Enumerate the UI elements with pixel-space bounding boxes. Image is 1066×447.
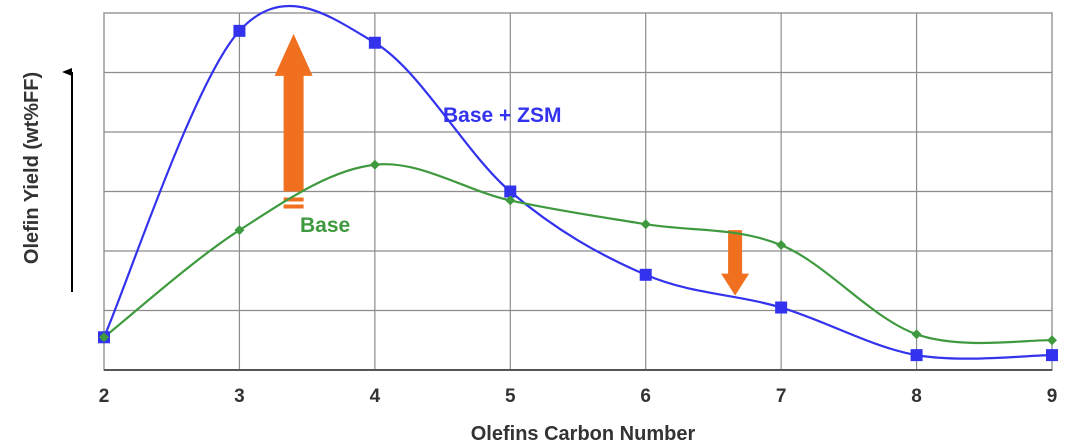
x-tick-label: 6 (640, 386, 651, 407)
decrease-arrow (721, 230, 750, 296)
annotations (274, 33, 750, 296)
data-point-base-zsm (504, 185, 517, 198)
data-point-base (99, 332, 109, 343)
series-line-base-zsm (102, 4, 1053, 360)
x-tick-label: 3 (234, 386, 245, 407)
arrow-tail-segment (283, 204, 304, 209)
x-tick-label: 9 (1047, 386, 1058, 407)
data-point-base-zsm (1046, 349, 1058, 362)
series-label-base: Base (300, 214, 350, 237)
x-tick-labels: 2 3 4 5 6 7 8 9 (99, 386, 1058, 407)
x-tick-label: 7 (776, 386, 787, 407)
x-tick-label: 5 (505, 386, 516, 407)
data-point-base-zsm (233, 24, 246, 37)
data-point-base-zsm (639, 268, 652, 281)
series-label-base-zsm: Base + ZSM (443, 104, 561, 127)
increase-arrow (274, 33, 313, 192)
data-point-base (776, 240, 787, 251)
data-point-base (1047, 335, 1057, 346)
arrow-tail-segment (283, 197, 304, 202)
data-point-base (505, 195, 516, 206)
x-tick-label: 8 (911, 386, 922, 407)
data-point-base-zsm (368, 36, 381, 49)
series-markers (98, 24, 1058, 362)
data-point-base-zsm (775, 301, 788, 314)
grid-lines (104, 13, 1052, 371)
x-tick-label: 2 (99, 386, 110, 407)
data-point-base (234, 225, 245, 236)
data-point-base (911, 329, 922, 340)
data-point-base (369, 159, 380, 170)
data-point-base (640, 219, 651, 230)
x-axis-title: Olefins Carbon Number (471, 423, 696, 445)
x-tick-label: 4 (370, 386, 381, 407)
data-point-base-zsm (910, 349, 923, 362)
y-axis-title: Olefin Yield (wt%FF) (21, 72, 43, 264)
